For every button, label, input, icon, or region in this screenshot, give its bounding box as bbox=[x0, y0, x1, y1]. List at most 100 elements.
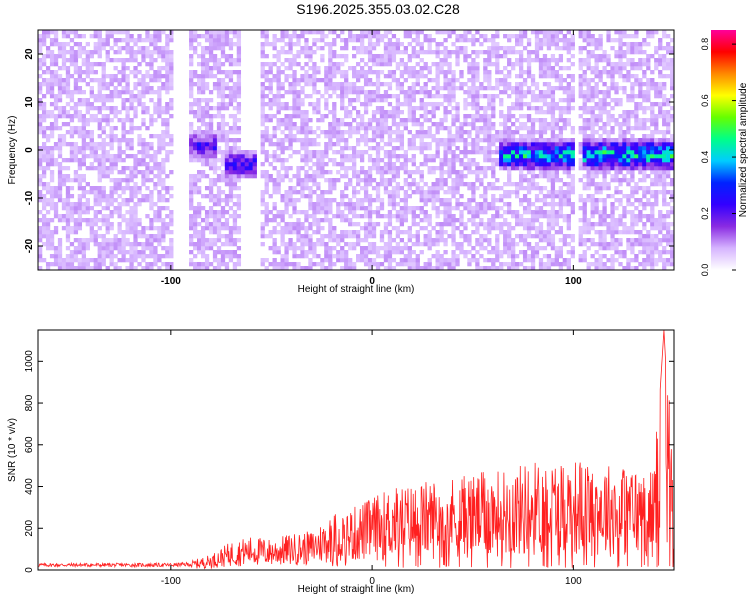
heatmap-cell bbox=[284, 246, 289, 251]
heatmap-cell bbox=[224, 226, 230, 231]
heatmap-cell bbox=[578, 162, 583, 167]
heatmap-cell bbox=[391, 226, 397, 231]
heatmap-cell bbox=[81, 150, 86, 155]
heatmap-cell bbox=[224, 38, 230, 43]
heatmap-cell bbox=[455, 158, 460, 163]
heatmap-cell bbox=[455, 218, 460, 223]
heatmap-cell bbox=[216, 250, 222, 255]
heatmap-cell bbox=[570, 94, 575, 99]
heatmap-cell bbox=[328, 234, 333, 239]
heatmap-cell bbox=[308, 266, 313, 270]
heatmap-cell bbox=[53, 202, 59, 207]
heatmap-cell bbox=[518, 70, 524, 75]
heatmap-cell bbox=[157, 238, 162, 243]
heatmap-cell bbox=[526, 166, 532, 171]
heatmap-cell bbox=[383, 214, 389, 219]
heatmap-cell bbox=[97, 186, 102, 191]
heatmap-cell bbox=[459, 122, 464, 127]
heatmap-cell bbox=[562, 106, 567, 111]
heatmap-cell bbox=[280, 158, 285, 163]
heatmap-cell bbox=[169, 242, 174, 247]
heatmap-cell bbox=[415, 74, 420, 79]
heatmap-cell bbox=[399, 222, 405, 227]
heatmap-cell bbox=[61, 90, 67, 95]
heatmap-cell bbox=[522, 78, 528, 83]
heatmap-cell bbox=[129, 118, 134, 123]
heatmap-cell bbox=[304, 194, 309, 199]
heatmap-cell bbox=[507, 170, 512, 175]
heatmap-cell bbox=[284, 78, 289, 83]
heatmap-cell bbox=[443, 30, 448, 35]
heatmap-cell bbox=[45, 230, 51, 235]
heatmap-cell bbox=[371, 210, 377, 215]
heatmap-cell bbox=[387, 158, 393, 163]
heatmap-cell bbox=[165, 46, 170, 51]
heatmap-cell bbox=[220, 30, 226, 35]
heatmap-cell bbox=[280, 146, 285, 151]
heatmap-cell bbox=[367, 58, 373, 63]
heatmap-cell bbox=[566, 186, 571, 191]
heatmap-cell bbox=[371, 82, 377, 87]
heatmap-cell bbox=[526, 126, 532, 131]
heatmap-cell bbox=[467, 202, 472, 207]
heatmap-cell bbox=[85, 154, 90, 159]
heatmap-cell bbox=[542, 102, 548, 107]
heatmap-cell bbox=[348, 242, 353, 247]
heatmap-cell bbox=[431, 202, 436, 207]
heatmap-cell bbox=[93, 198, 98, 203]
heatmap-cell bbox=[204, 262, 210, 267]
heatmap-cell bbox=[550, 86, 556, 91]
heatmap-cell bbox=[423, 110, 428, 115]
heatmap-cell bbox=[41, 234, 47, 239]
heatmap-cell bbox=[157, 166, 162, 171]
heatmap-cell bbox=[316, 162, 321, 167]
heatmap-cell bbox=[495, 178, 500, 183]
heatmap-cell bbox=[89, 146, 94, 151]
heatmap-cell bbox=[558, 214, 564, 219]
heatmap-cell bbox=[427, 70, 432, 75]
heatmap-cell bbox=[546, 162, 552, 167]
heatmap-cell bbox=[475, 214, 480, 219]
heatmap-cell bbox=[515, 158, 520, 163]
heatmap-cell bbox=[220, 198, 226, 203]
heatmap-cell bbox=[443, 162, 448, 167]
heatmap-cell bbox=[562, 138, 567, 143]
heatmap-cell bbox=[542, 254, 548, 259]
heatmap-cell bbox=[141, 266, 146, 270]
heatmap-cell bbox=[157, 46, 162, 51]
heatmap-cell bbox=[403, 262, 408, 267]
heatmap-cell bbox=[375, 98, 381, 103]
heatmap-cell bbox=[81, 70, 86, 75]
heatmap-cell bbox=[85, 142, 90, 147]
heatmap-cell bbox=[105, 238, 110, 243]
heatmap-cell bbox=[427, 94, 432, 99]
heatmap-cell bbox=[439, 174, 444, 179]
heatmap-cell bbox=[518, 34, 524, 39]
heatmap-cell bbox=[105, 254, 110, 259]
heatmap-cell bbox=[427, 262, 432, 267]
heatmap-cell bbox=[133, 126, 138, 131]
heatmap-cell bbox=[41, 58, 47, 63]
heatmap-cell bbox=[125, 42, 130, 47]
heatmap-cell bbox=[312, 30, 317, 35]
heatmap-cell bbox=[276, 222, 281, 227]
heatmap-cell bbox=[475, 258, 480, 263]
heatmap-cell bbox=[41, 34, 47, 39]
heatmap-cell bbox=[407, 130, 412, 135]
heatmap-cell bbox=[38, 178, 43, 183]
heatmap-cell bbox=[443, 142, 448, 147]
heatmap-cell bbox=[487, 134, 492, 139]
heatmap-cell bbox=[73, 218, 79, 223]
heatmap-cell bbox=[189, 38, 194, 43]
heatmap-cell bbox=[212, 214, 218, 219]
heatmap-cell bbox=[451, 114, 456, 119]
heatmap-cell bbox=[141, 46, 146, 51]
heatmap-cell bbox=[550, 190, 556, 195]
heatmap-cell bbox=[542, 118, 548, 123]
heatmap-cell bbox=[45, 198, 51, 203]
heatmap-cell bbox=[518, 38, 524, 43]
heatmap-cell bbox=[288, 50, 293, 55]
heatmap-cell bbox=[451, 154, 456, 159]
heatmap-cell bbox=[45, 186, 51, 191]
heatmap-cell bbox=[280, 166, 285, 171]
